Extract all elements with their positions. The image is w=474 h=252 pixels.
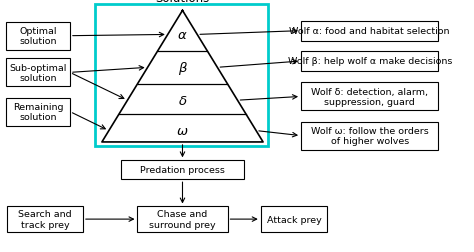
Text: Sub-optimal
solution: Sub-optimal solution xyxy=(9,64,67,83)
Text: Solutions: Solutions xyxy=(155,0,210,5)
FancyBboxPatch shape xyxy=(6,98,70,126)
Text: Chase and
surround prey: Chase and surround prey xyxy=(149,210,216,229)
FancyBboxPatch shape xyxy=(301,21,438,42)
FancyBboxPatch shape xyxy=(6,59,70,87)
FancyBboxPatch shape xyxy=(301,122,438,150)
Text: β: β xyxy=(178,61,187,75)
Text: Wolf β: help wolf α make decisions: Wolf β: help wolf α make decisions xyxy=(288,57,452,66)
FancyBboxPatch shape xyxy=(6,23,70,50)
Text: Search and
track prey: Search and track prey xyxy=(18,210,72,229)
FancyBboxPatch shape xyxy=(137,207,228,232)
FancyBboxPatch shape xyxy=(7,207,83,232)
Text: α: α xyxy=(178,29,187,42)
Text: Predation process: Predation process xyxy=(140,166,225,175)
Text: ω: ω xyxy=(177,124,188,138)
Text: Wolf δ: detection, alarm,
suppression, guard: Wolf δ: detection, alarm, suppression, g… xyxy=(311,87,428,107)
FancyBboxPatch shape xyxy=(301,83,438,111)
Text: Wolf ω: follow the orders
of higher wolves: Wolf ω: follow the orders of higher wolv… xyxy=(311,127,428,146)
Text: Remaining
solution: Remaining solution xyxy=(13,103,63,122)
Text: Optimal
solution: Optimal solution xyxy=(19,27,57,46)
FancyBboxPatch shape xyxy=(261,207,327,232)
FancyBboxPatch shape xyxy=(121,161,244,179)
FancyBboxPatch shape xyxy=(301,52,438,72)
Text: Wolf α: food and habitat selection: Wolf α: food and habitat selection xyxy=(290,27,450,36)
Text: δ: δ xyxy=(178,94,187,107)
Text: Attack prey: Attack prey xyxy=(266,215,321,224)
